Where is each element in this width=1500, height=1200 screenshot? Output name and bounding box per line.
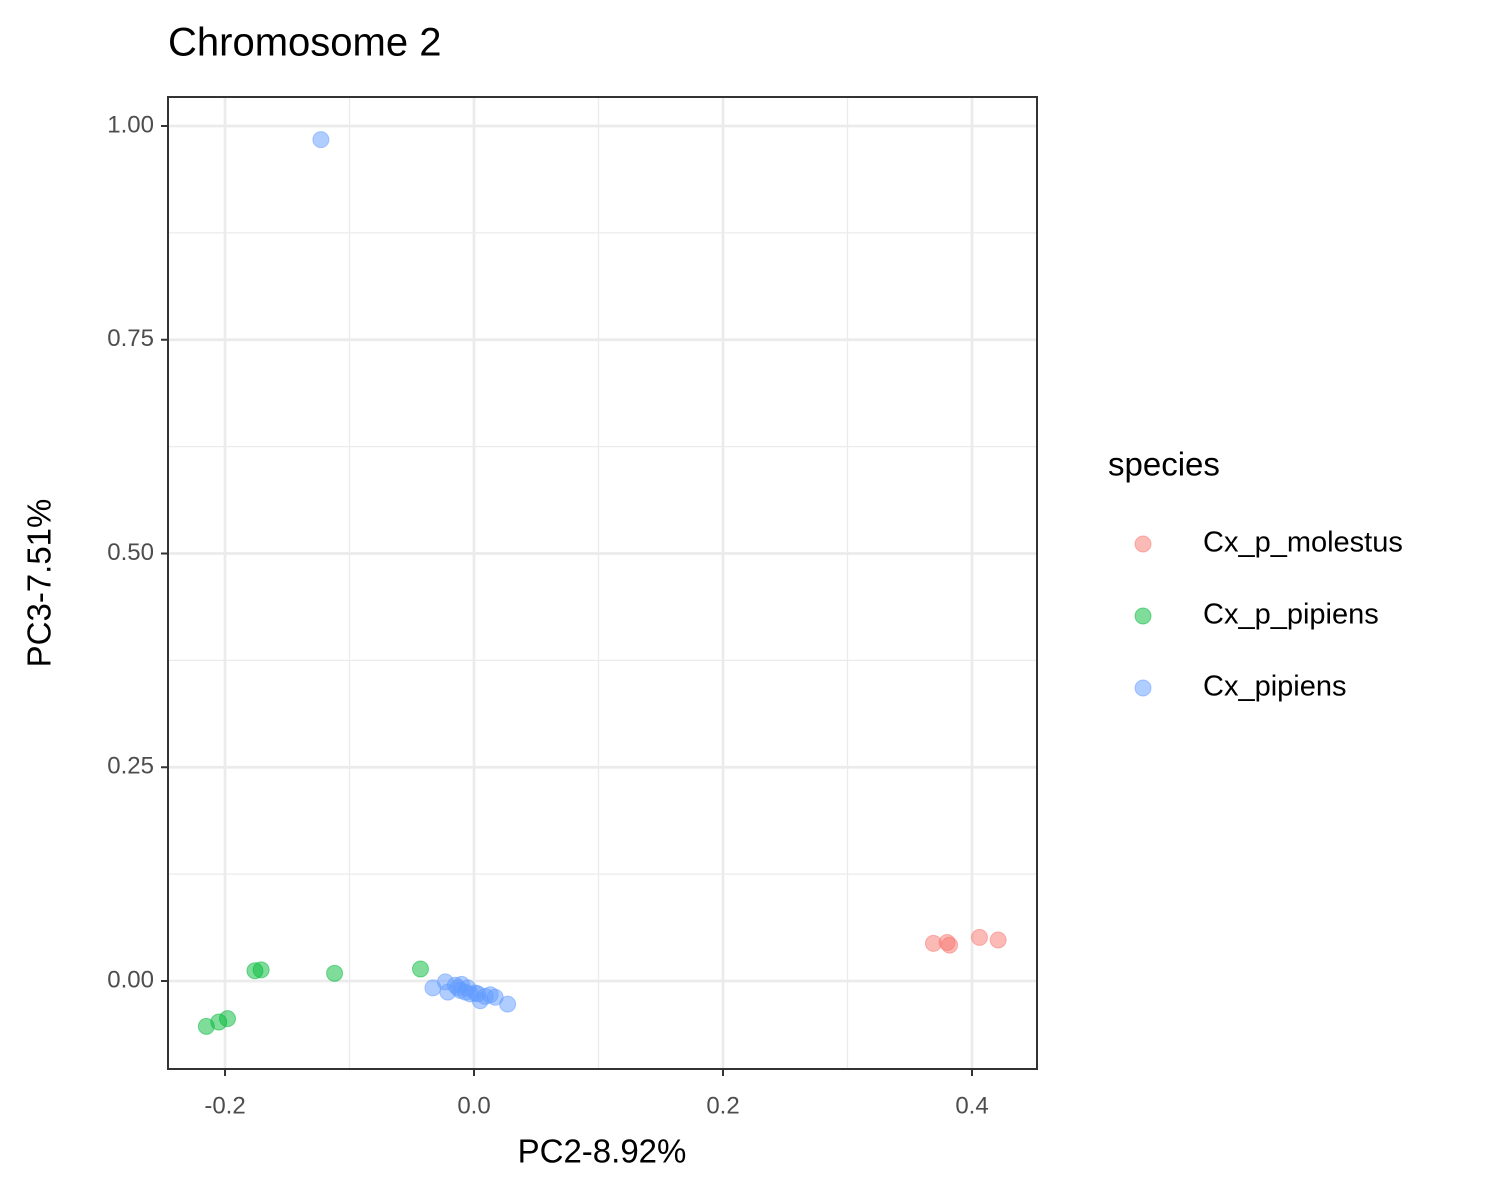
- point: [326, 964, 344, 982]
- point: [411, 960, 429, 978]
- legend-title: species: [1108, 446, 1220, 483]
- point: [499, 995, 517, 1013]
- legend-marker: [1134, 607, 1152, 625]
- x-axis-label: PC2-8.92%: [518, 1133, 687, 1170]
- y-tick-label: 0.75: [107, 325, 154, 352]
- y-tick-label: 0.00: [107, 966, 154, 993]
- plot-border: [167, 96, 1038, 1070]
- legend-marker: [1134, 535, 1152, 553]
- x-tick-label: 0.0: [457, 1092, 490, 1119]
- legend-label: Cx_p_molestus: [1203, 527, 1403, 559]
- point: [989, 931, 1007, 949]
- y-axis-label: PC3-7.51%: [21, 499, 58, 668]
- x-tick-label: 0.2: [706, 1092, 739, 1119]
- legend-label: Cx_pipiens: [1203, 671, 1346, 703]
- chart-title: Chromosome 2: [168, 21, 441, 65]
- point: [469, 985, 487, 1003]
- x-tick-label: -0.2: [204, 1092, 245, 1119]
- legend-label: Cx_p_pipiens: [1203, 599, 1379, 631]
- point: [941, 936, 959, 954]
- point: [219, 1010, 237, 1028]
- y-tick-label: 0.25: [107, 753, 154, 780]
- legend-marker: [1134, 679, 1152, 697]
- point: [252, 961, 270, 979]
- point: [312, 131, 330, 149]
- x-tick-label: 0.4: [955, 1092, 988, 1119]
- point: [970, 928, 988, 946]
- y-tick-label: 1.00: [107, 111, 154, 138]
- y-tick-label: 0.50: [107, 539, 154, 566]
